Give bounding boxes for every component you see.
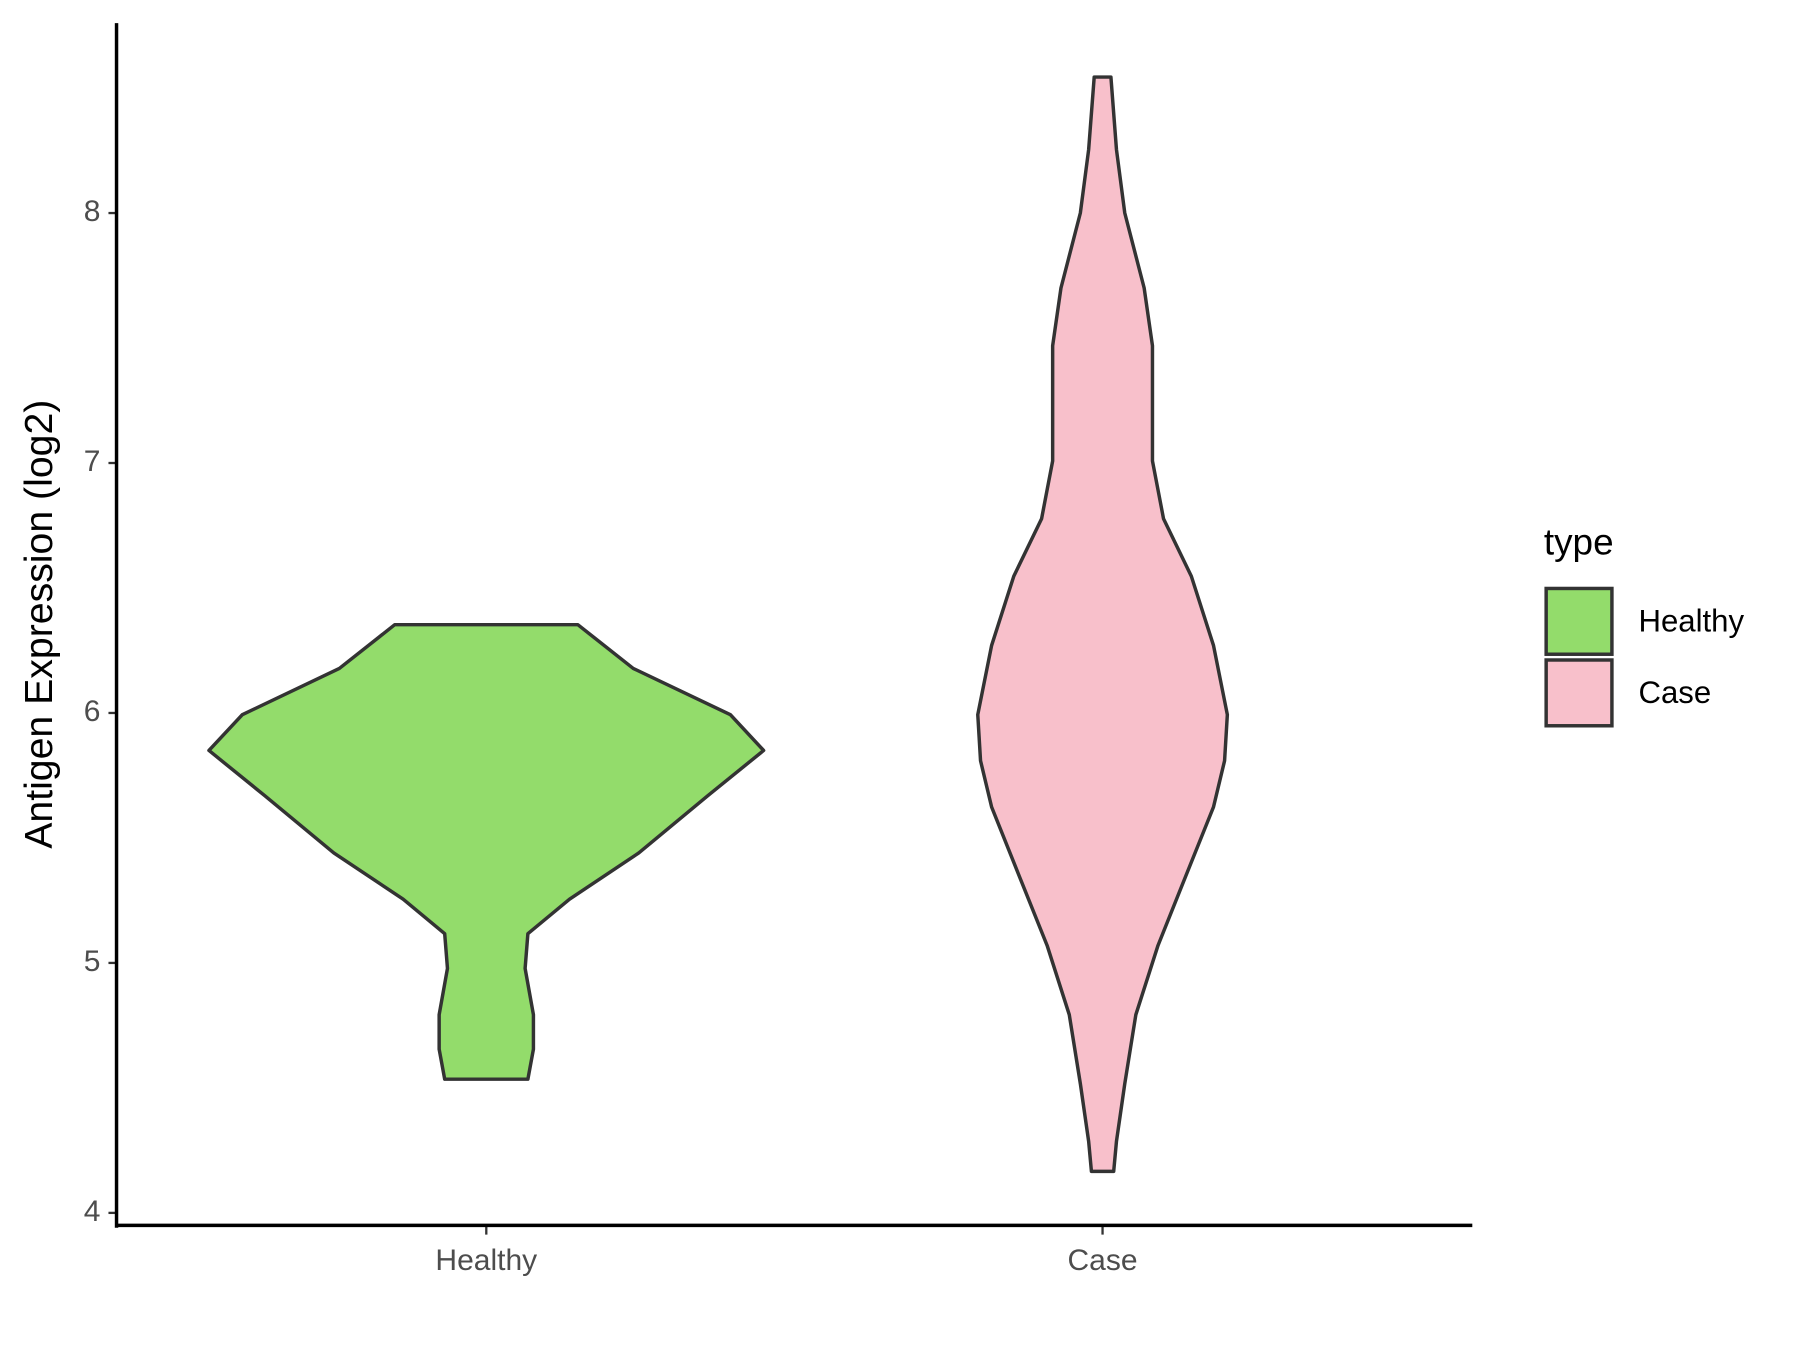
violin (976, 75, 1230, 1174)
violin (207, 622, 766, 1081)
x-tick-label: Healthy (435, 1244, 537, 1277)
legend-label: Healthy (1638, 603, 1744, 638)
y-axis-title: Antigen Expression (log2) (17, 400, 61, 849)
y-tick-label: 4 (84, 1195, 101, 1228)
legend-label: Case (1638, 675, 1711, 710)
x-tick-label: Case (1068, 1244, 1138, 1277)
y-tick-label: 8 (84, 195, 101, 228)
legend-swatch (1544, 658, 1614, 728)
legend-title: type (1544, 521, 1614, 562)
legend-swatch (1544, 586, 1614, 656)
y-tick-label: 6 (84, 695, 101, 728)
y-tick-label: 7 (84, 445, 101, 478)
y-tick-label: 5 (84, 945, 101, 978)
